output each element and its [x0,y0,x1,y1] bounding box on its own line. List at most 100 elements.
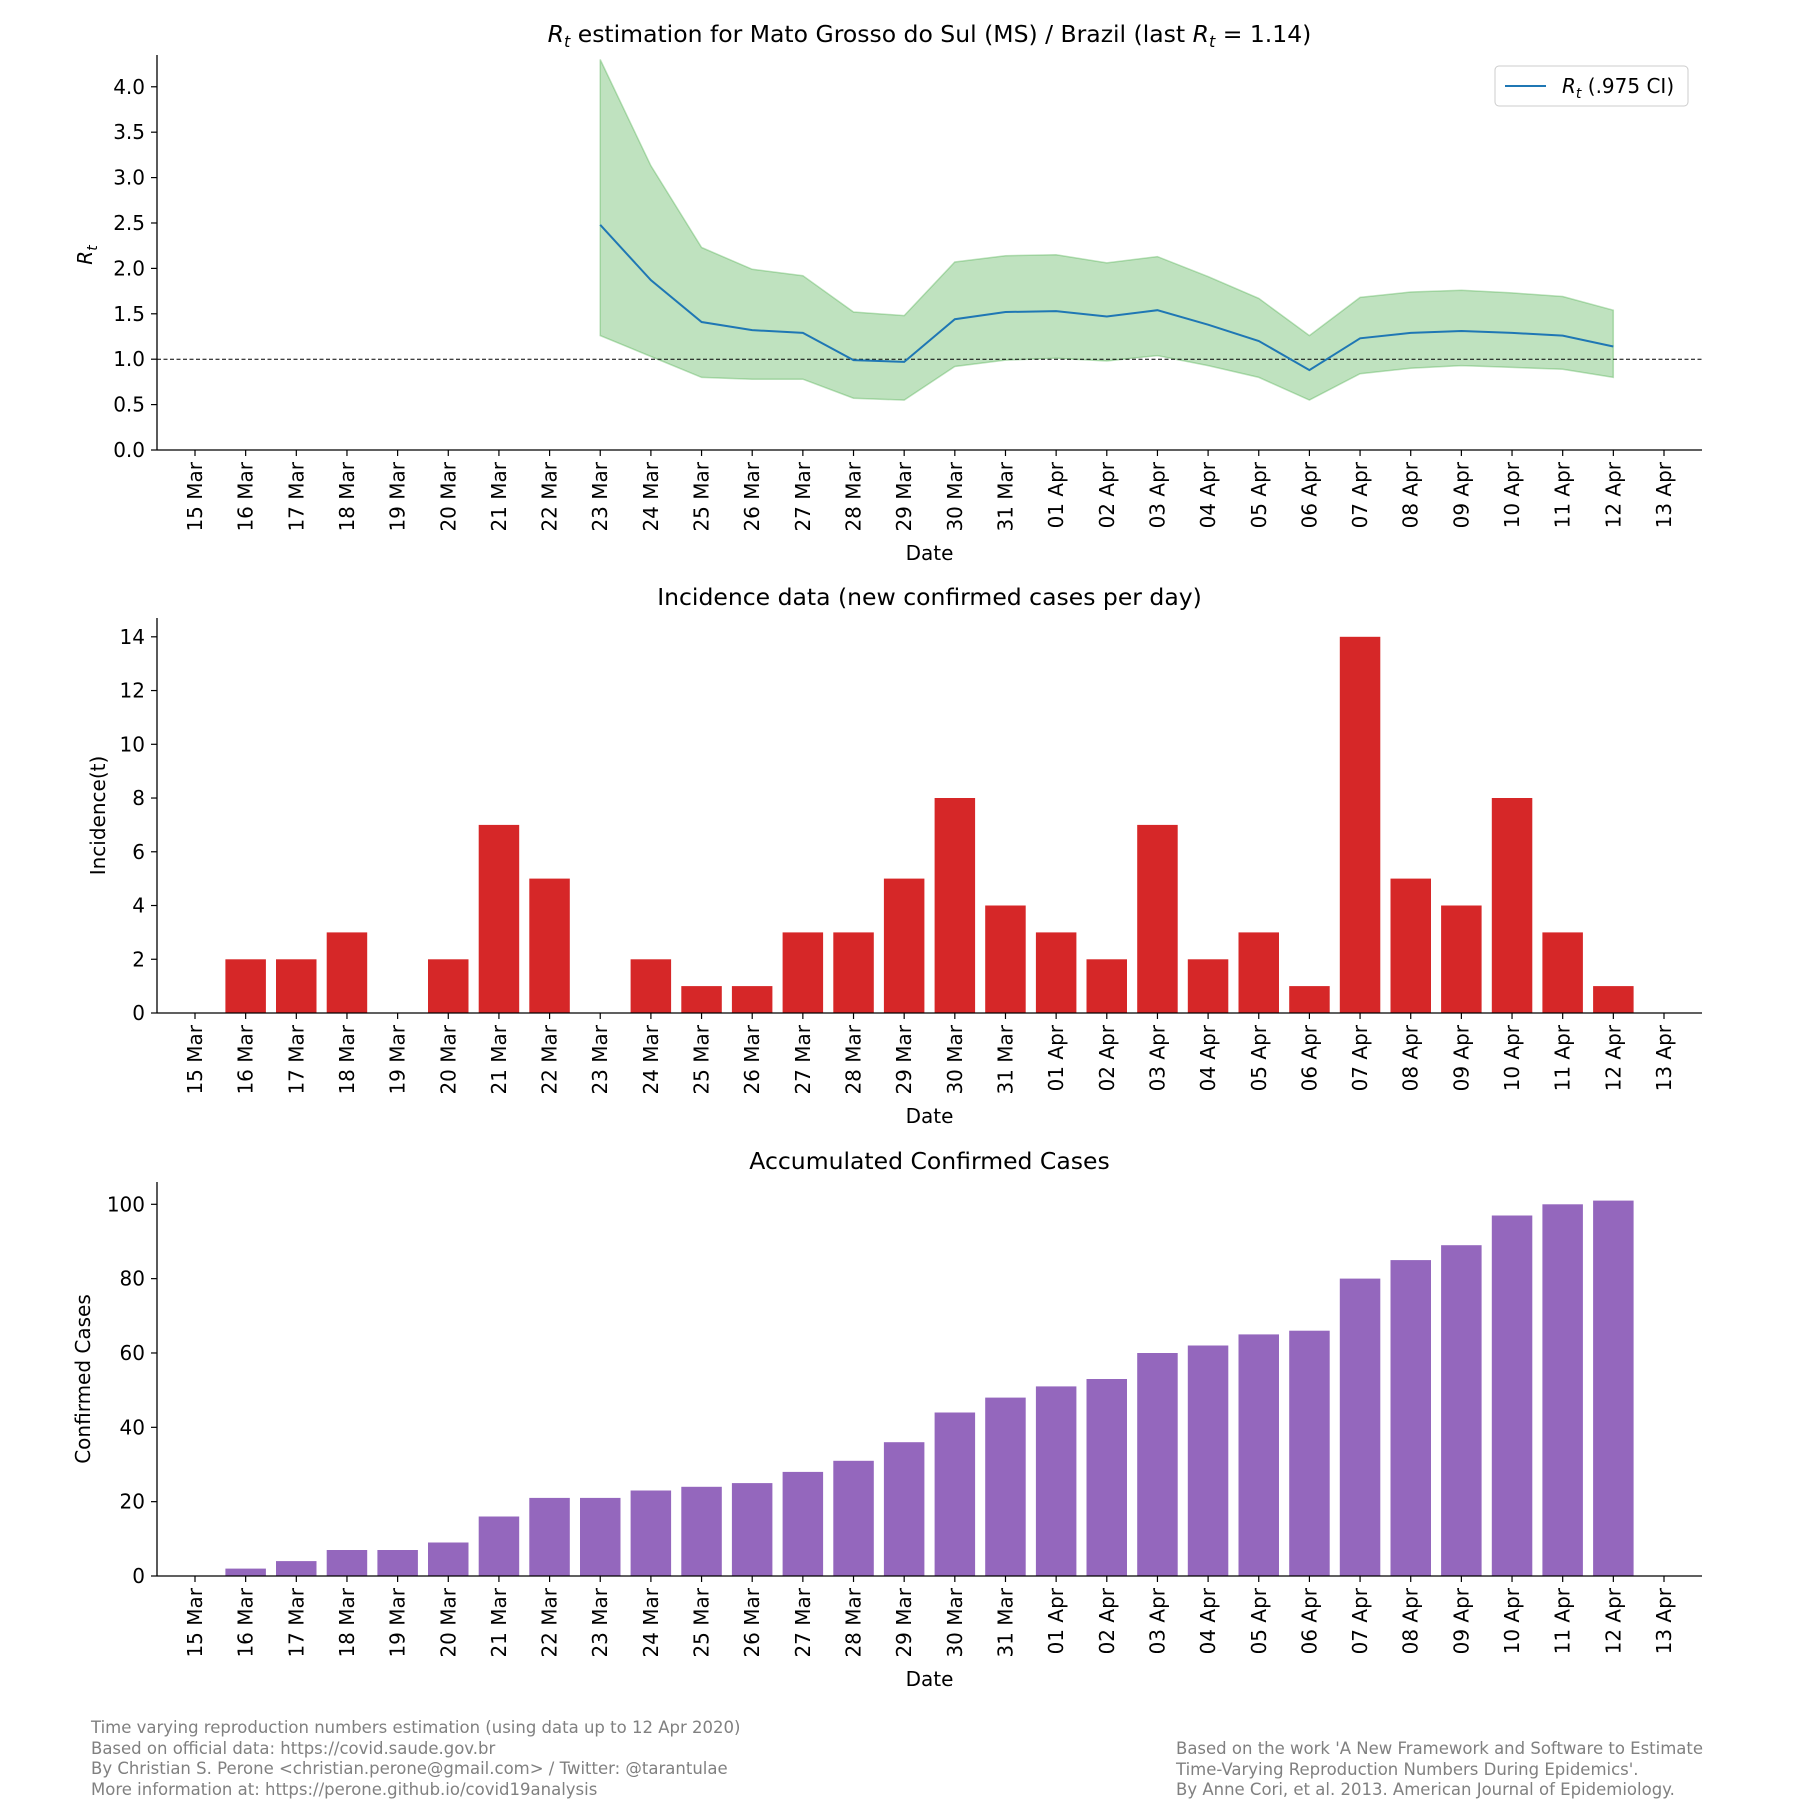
bar [428,959,469,1013]
footer-right-line: Time-Varying Reproduction Numbers During… [1176,1760,1703,1781]
y-tick-label: 8 [132,786,145,810]
x-tick-label: 28 Mar [842,1587,866,1657]
bar [1289,986,1330,1013]
bar [833,932,874,1013]
x-tick-label: 16 Mar [234,461,258,531]
x-tick-label: 07 Apr [1348,461,1372,528]
y-tick-label: 3.5 [113,120,145,144]
bar [1239,1334,1280,1576]
y-tick-label: 4 [132,894,145,918]
x-tick-label: 13 Apr [1652,1024,1676,1091]
bar [631,959,672,1013]
x-tick-label: 01 Apr [1044,1587,1068,1654]
bar [783,1472,824,1576]
bar [1340,1279,1381,1576]
bar [377,1550,418,1576]
bar [479,1517,520,1577]
x-tick-label: 29 Mar [892,1024,916,1094]
x-tick-label: 03 Apr [1145,1587,1169,1654]
y-tick-label: 40 [120,1415,145,1439]
x-tick-label: 23 Mar [588,1587,612,1657]
x-tick-label: 22 Mar [538,461,562,531]
bar [1542,1204,1583,1576]
x-tick-label: 24 Mar [639,461,663,531]
y-tick-label: 0 [132,1001,145,1025]
bar [681,986,722,1013]
y-tick-label: 2 [132,947,145,971]
bar [1137,1353,1178,1576]
x-tick-label: 12 Apr [1601,461,1625,528]
x-tick-label: 06 Apr [1297,1024,1321,1091]
legend-var: R [1562,74,1576,98]
bar [276,959,317,1013]
x-tick-label: 27 Mar [791,1024,815,1094]
x-tick-label: 29 Mar [892,1587,916,1657]
y-tick-label: 0 [132,1564,145,1588]
x-tick-label: 24 Mar [639,1024,663,1094]
y-tick-label: 20 [120,1490,145,1514]
bar [732,1483,773,1576]
bar [428,1543,469,1577]
x-tick-label: 31 Mar [993,461,1017,531]
bar [985,1398,1025,1576]
footer-left-line: Based on official data: https://covid.sa… [91,1739,740,1760]
x-tick-label: 09 Apr [1449,461,1473,528]
y-tick-label: 60 [120,1341,145,1365]
y-tick-label: 100 [107,1192,145,1216]
y-tick-label: 1.0 [113,347,145,371]
x-tick-label: 12 Apr [1601,1587,1625,1654]
x-tick-label: 27 Mar [791,461,815,531]
bar [783,932,824,1013]
x-tick-label: 12 Apr [1601,1024,1625,1091]
x-tick-label: 26 Mar [740,461,764,531]
footer-left-notes: Time varying reproduction numbers estima… [91,1718,740,1800]
x-tick-label: 01 Apr [1044,461,1068,528]
x-tick-label: 28 Mar [842,1024,866,1094]
x-axis-label: Date [906,1667,954,1691]
x-tick-label: 21 Mar [487,461,511,531]
x-tick-label: 23 Mar [588,461,612,531]
y-tick-label: 4.0 [113,75,145,99]
x-tick-label: 29 Mar [892,461,916,531]
y-label-sub: t [85,245,101,251]
x-tick-label: 03 Apr [1145,461,1169,528]
x-tick-label: 04 Apr [1196,1587,1220,1654]
x-tick-label: 18 Mar [335,1024,359,1094]
bar [327,1550,368,1576]
x-axis-label: Date [906,1104,954,1128]
x-tick-label: 16 Mar [234,1024,258,1094]
footer-right-credits: Based on the work 'A New Framework and S… [1176,1739,1703,1801]
footer-right-line: Based on the work 'A New Framework and S… [1176,1739,1703,1760]
y-axis-label: Rt [73,245,101,265]
bar [1087,1379,1128,1576]
x-tick-label: 04 Apr [1196,461,1220,528]
x-tick-label: 27 Mar [791,1587,815,1657]
bar [276,1561,317,1576]
x-tick-label: 20 Mar [436,1024,460,1094]
x-tick-label: 06 Apr [1297,461,1321,528]
bar [1340,637,1381,1013]
confidence-band [600,60,1613,401]
x-tick-label: 21 Mar [487,1587,511,1657]
x-tick-label: 10 Apr [1500,1587,1524,1654]
bar [884,1442,925,1576]
x-tick-label: 02 Apr [1095,1587,1119,1654]
x-tick-label: 01 Apr [1044,1024,1068,1091]
bar [1542,932,1583,1013]
y-axis-label: Confirmed Cases [71,1294,95,1464]
bar [1087,959,1128,1013]
x-tick-label: 11 Apr [1551,1024,1575,1091]
x-tick-label: 11 Apr [1551,1587,1575,1654]
bar [732,986,773,1013]
x-tick-label: 02 Apr [1095,1024,1119,1091]
bar [529,1498,570,1576]
bar [1188,1346,1229,1577]
x-tick-label: 10 Apr [1500,461,1524,528]
bar [631,1491,672,1577]
bar [935,1413,976,1577]
bar [580,1498,621,1576]
bar [1188,959,1229,1013]
title-var: R [1193,20,1209,48]
x-tick-label: 19 Mar [386,1587,410,1657]
